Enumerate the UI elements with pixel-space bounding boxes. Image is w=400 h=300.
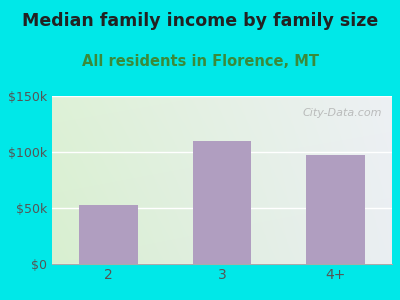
Bar (306, 155, 365, 264)
Text: All residents in Florence, MT: All residents in Florence, MT (82, 54, 318, 69)
Text: City-Data.com: City-Data.com (302, 108, 382, 118)
Text: Median family income by family size: Median family income by family size (22, 12, 378, 30)
Bar (79, 205, 138, 264)
Bar (192, 141, 252, 264)
